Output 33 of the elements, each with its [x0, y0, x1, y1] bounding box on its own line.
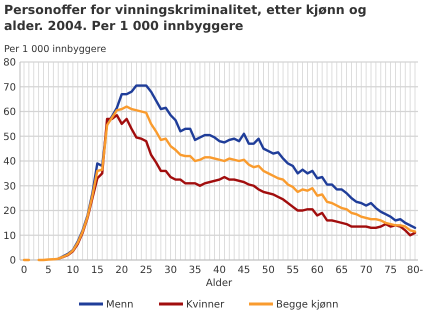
x-tick-label: 0	[20, 265, 28, 276]
x-tick-label: 25	[140, 265, 153, 276]
y-tick-label: 20	[3, 206, 16, 217]
x-tick-label: 20	[115, 265, 128, 276]
x-tick-label: 5	[45, 265, 52, 276]
x-tick-label: 45	[238, 265, 250, 276]
x-tick-label: 10	[66, 265, 80, 276]
x-tick-label: 70	[360, 265, 372, 276]
x-tick-label: 80-	[406, 265, 424, 276]
y-axis-title: Per 1 000 innbyggere	[4, 44, 106, 55]
line-series	[57, 84, 416, 260]
x-tick-label: 35	[188, 265, 202, 276]
x-axis-title: Alder	[206, 278, 233, 289]
x-tick-label: 40	[213, 265, 226, 276]
x-tick-label: 30	[164, 265, 177, 276]
legend-label: Menn	[106, 300, 134, 310]
legend-label: Kvinner	[186, 300, 226, 310]
x-tick-label: 55	[286, 265, 300, 276]
chart-title: Personoffer for vinningskriminalitet, etter kjønn og alder. 2004. Per 1 000 innbyggere	[4, 2, 367, 33]
x-tick-label: 60	[310, 265, 324, 276]
y-tick-label: 60	[3, 107, 16, 118]
x-tick-label: 15	[90, 265, 104, 276]
y-tick-label: 50	[3, 132, 16, 143]
x-tick-label: 50	[262, 265, 275, 276]
y-tick-label: 10	[3, 230, 16, 242]
y-tick-label: 80	[3, 58, 16, 68]
x-tick-label: 65	[335, 265, 348, 276]
y-tick-label: 70	[3, 82, 16, 94]
y-tick-label: 30	[3, 181, 16, 192]
y-tick-label: 40	[3, 156, 16, 168]
x-tick-label: 75	[384, 265, 397, 276]
y-tick-label: 0	[10, 256, 16, 266]
legend-label: Begge kjønn	[276, 300, 338, 310]
